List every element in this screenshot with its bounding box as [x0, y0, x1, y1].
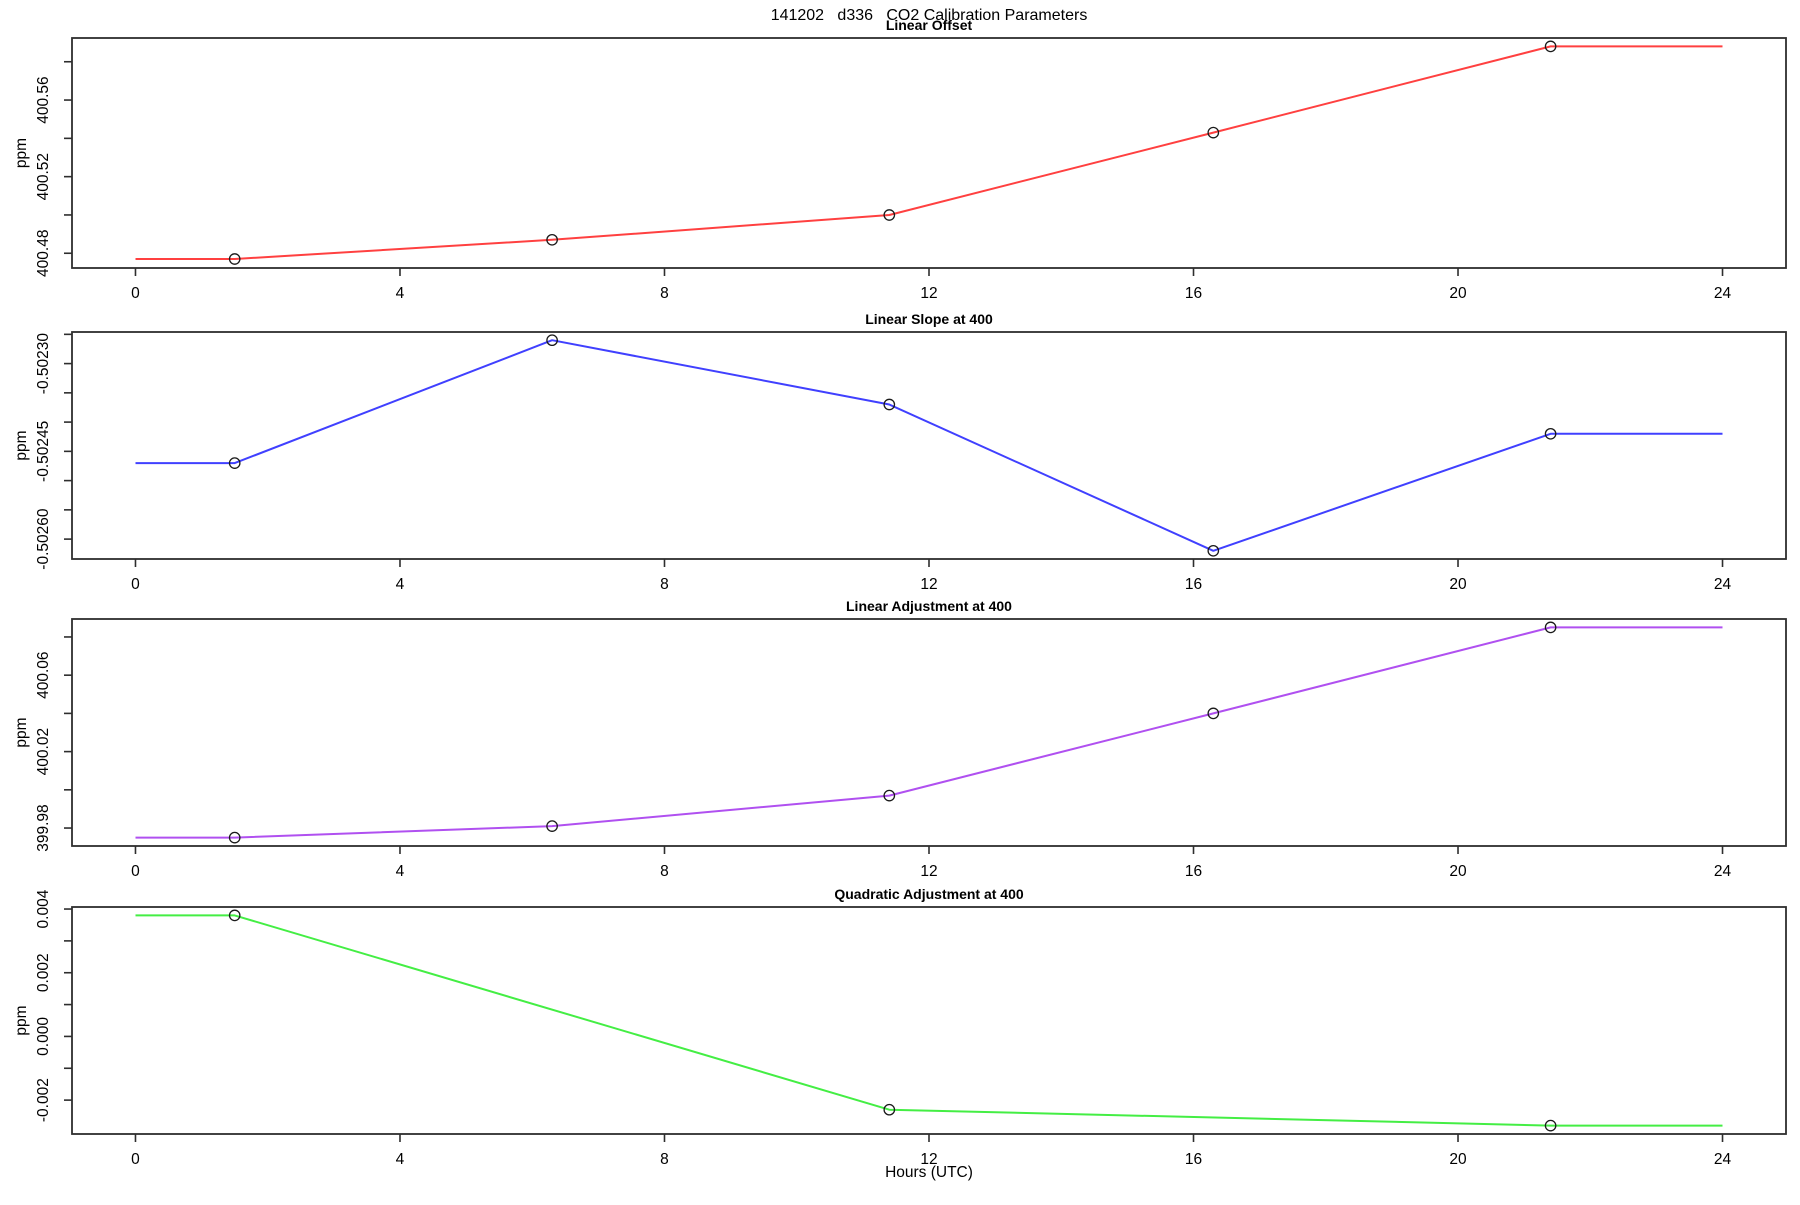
- y-axis-title: ppm: [13, 717, 30, 747]
- x-tick-label: 12: [920, 576, 937, 593]
- x-tick-label: 16: [1185, 285, 1202, 302]
- y-tick-label: 400.52: [35, 153, 52, 200]
- x-tick-label: 4: [396, 863, 405, 880]
- x-tick-label: 4: [396, 285, 405, 302]
- panel-2: Linear Slope at 400 -0.50260 -0.50245 -0.50…: [13, 311, 1787, 593]
- y-tick-label: -0.50245: [35, 421, 52, 482]
- data-point: [228, 909, 241, 922]
- panel-2-box: [71, 331, 1787, 560]
- data-point: [1544, 427, 1557, 440]
- panel-3-title: Linear Adjustment at 400: [846, 598, 1012, 614]
- x-tick-label: 20: [1449, 863, 1467, 880]
- panel-3-box: [71, 618, 1787, 847]
- data-point: [883, 209, 896, 221]
- y-tick-label: 400.06: [35, 651, 52, 698]
- y-axis-title: ppm: [13, 430, 30, 460]
- y-tick-label: 399.98: [35, 804, 52, 851]
- panel-group: Linear Offset 400.48 400.52 400.56 ppm 0 4 8 12 1…: [13, 17, 1787, 1168]
- x-tick-label: 8: [660, 285, 669, 302]
- panel-2-title: Linear Slope at 400: [865, 311, 993, 327]
- x-tick-label: 20: [1449, 576, 1467, 593]
- y-tick-label: -0.50260: [35, 508, 52, 570]
- data-point: [1207, 126, 1220, 139]
- panel-4: Quadratic Adjustment at 400 -0.002 0.000 0.…: [13, 886, 1787, 1168]
- y-tick-label: 400.48: [35, 230, 52, 277]
- x-axis-title: Hours (UTC): [885, 1164, 973, 1181]
- x-tick-label: 4: [396, 576, 405, 593]
- panel-1: Linear Offset 400.48 400.52 400.56 ppm 0 4 8 12 1…: [13, 17, 1787, 302]
- y-tick-label: 400.02: [35, 728, 52, 775]
- x-tick-label: 8: [660, 1151, 669, 1168]
- panel-1-title: Linear Offset: [886, 17, 973, 33]
- series-line-3: [135, 626, 1723, 839]
- data-point: [546, 233, 558, 246]
- main-title: 141202 d336 CO2 Calibration Parameters: [771, 7, 1088, 24]
- y-tick-label: 0.000: [35, 1017, 52, 1056]
- panel-3: Linear Adjustment at 400 399.98 400.02 400.…: [13, 598, 1787, 880]
- y-axis-title: ppm: [13, 138, 30, 168]
- data-point: [883, 1103, 896, 1116]
- series-line-4: [135, 914, 1723, 1127]
- x-tick-label: 16: [1185, 576, 1202, 593]
- x-tick-label: 12: [920, 863, 937, 880]
- series-line-2: [135, 339, 1723, 552]
- x-tick-label: 16: [1185, 863, 1202, 880]
- x-tick-label: 20: [1449, 285, 1467, 302]
- data-point: [1544, 40, 1557, 53]
- data-point: [546, 334, 558, 347]
- x-tick-label: 0: [131, 576, 140, 593]
- x-tick-label: 0: [131, 1151, 140, 1168]
- data-point: [228, 253, 241, 265]
- data-point: [883, 789, 896, 802]
- x-tick-label: 24: [1714, 576, 1732, 593]
- x-tick-label: 24: [1714, 1151, 1732, 1168]
- panel-4-box: [71, 906, 1787, 1135]
- x-tick-label: 20: [1449, 1151, 1467, 1168]
- data-point: [228, 457, 241, 469]
- x-tick-label: 16: [1185, 1151, 1202, 1168]
- y-tick-label: 0.002: [35, 953, 52, 992]
- panel-4-title: Quadratic Adjustment at 400: [834, 886, 1024, 902]
- x-tick-label: 8: [660, 576, 669, 593]
- data-point: [883, 398, 896, 411]
- x-tick-label: 24: [1714, 285, 1732, 302]
- x-tick-label: 24: [1714, 863, 1732, 880]
- data-point: [1207, 544, 1220, 557]
- y-tick-label: 0.004: [35, 889, 52, 928]
- x-tick-label: 8: [660, 863, 669, 880]
- y-tick-label: 400.56: [35, 76, 52, 123]
- data-point: [1544, 1119, 1557, 1132]
- y-axis-title: ppm: [13, 1005, 30, 1035]
- x-tick-label: 4: [396, 1151, 405, 1168]
- x-tick-label: 0: [131, 285, 140, 302]
- data-point: [546, 820, 558, 832]
- data-point: [1544, 621, 1557, 634]
- y-tick-label: -0.50230: [35, 333, 52, 395]
- data-point: [1207, 707, 1220, 720]
- panel-1-box: [71, 37, 1787, 269]
- y-tick-label: -0.002: [35, 1078, 52, 1122]
- series-line-1: [135, 45, 1723, 260]
- x-tick-label: 12: [920, 285, 937, 302]
- x-tick-label: 0: [131, 863, 140, 880]
- x-tick-label: 12: [920, 1151, 937, 1168]
- data-point: [228, 831, 241, 844]
